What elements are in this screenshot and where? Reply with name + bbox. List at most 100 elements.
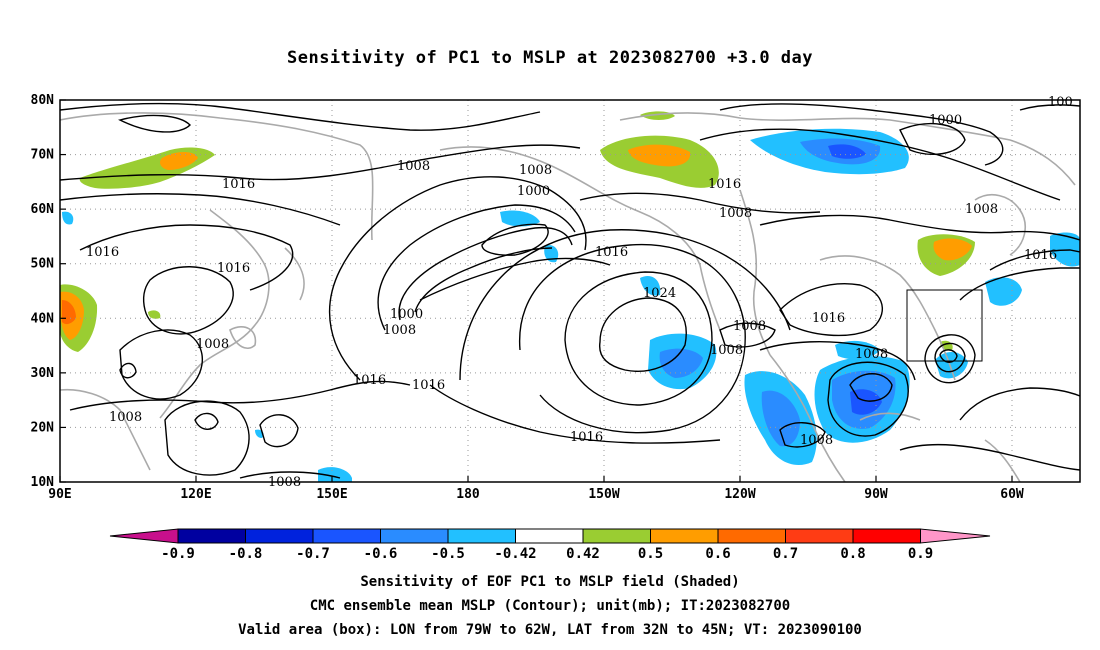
- contour-label: 1000: [390, 307, 423, 322]
- positive-shade: [160, 152, 198, 170]
- contour-line: [579, 192, 821, 214]
- contour-line: [779, 283, 883, 337]
- coastline: [159, 209, 270, 419]
- coastline: [60, 388, 151, 471]
- contour-line: [142, 266, 234, 335]
- contour-label: 1016: [86, 245, 119, 260]
- contour-line: [459, 229, 791, 381]
- negative-shade: [828, 144, 866, 159]
- contour-label: 1008: [719, 206, 752, 221]
- contour-label: 1008: [733, 319, 766, 334]
- contour-line: [779, 422, 826, 448]
- caption-line-2: CMC ensemble mean MSLP (Contour); unit(m…: [309, 598, 791, 614]
- colorbar-label: -0.5: [431, 546, 465, 562]
- lat-tick-label: 60N: [31, 202, 55, 217]
- colorbar-cell: [515, 528, 584, 544]
- colorbar-low-end: [109, 528, 179, 544]
- colorbar-label: 0.6: [705, 546, 730, 562]
- colorbar-cell: [245, 528, 314, 544]
- caption-line-3: Valid area (box): LON from 79W to 62W, L…: [238, 622, 862, 638]
- contour-line: [429, 384, 721, 444]
- lon-tick-label: 60W: [1000, 487, 1024, 502]
- contour-line: [827, 361, 909, 437]
- contour-line: [699, 128, 1061, 201]
- contour-line: [239, 471, 341, 479]
- colorbar-cell: [852, 528, 921, 544]
- contour-label: 1008: [383, 323, 416, 338]
- contour-line: [119, 362, 137, 379]
- negative-shade: [761, 390, 800, 447]
- negative-shade: [318, 467, 352, 482]
- contour-line: [419, 257, 611, 301]
- contour-line: [759, 341, 916, 381]
- lat-tick-label: 50N: [31, 257, 55, 272]
- colorbar-label: -0.6: [364, 546, 398, 562]
- coastline: [619, 112, 1076, 186]
- contour-label: 1008: [397, 159, 430, 174]
- colorbar-label: 0.42: [566, 546, 600, 562]
- contour-line: [377, 204, 576, 331]
- coastline: [984, 439, 1021, 482]
- colorbar-cell: [177, 528, 246, 544]
- contour-line: [719, 103, 1004, 166]
- coastline: [974, 194, 1026, 256]
- contour-line: [564, 271, 713, 406]
- lat-tick-label: 30N: [31, 366, 55, 381]
- colorbar-cell: [380, 528, 449, 544]
- positive-shade: [933, 238, 972, 261]
- contour-line: [899, 443, 1080, 471]
- lat-tick-label: 80N: [31, 93, 55, 108]
- contour-label: 1016: [222, 177, 255, 192]
- colorbar: -0.9 -0.8 -0.7 -0.6 -0.5 -0.42 0.42 0.5 0.6 0.7 0.…: [109, 528, 991, 562]
- contour-label: 1016: [217, 261, 250, 276]
- lon-tick-label: 120E: [180, 487, 211, 502]
- coastline: [769, 354, 846, 482]
- colorbar-cell: [785, 528, 854, 544]
- valid-area-box: [906, 289, 983, 362]
- lon-tick-label: 180: [456, 487, 480, 502]
- contour-label: 1016: [595, 245, 628, 260]
- lat-tick-label: 10N: [31, 475, 55, 490]
- negative-shade: [935, 351, 968, 379]
- negative-shade: [640, 275, 661, 296]
- contour-label: 1016: [708, 177, 741, 192]
- contour-line: [598, 297, 687, 372]
- contour-line: [959, 267, 1080, 301]
- contour-line: [328, 176, 587, 381]
- contour-label: 1008: [109, 410, 142, 425]
- contour-label: 1016: [812, 311, 845, 326]
- positive-shade: [148, 310, 161, 319]
- negative-shade: [659, 348, 703, 378]
- contour-labels: 1008 1008 1000 1016 1008 1016 1016 1008 …: [86, 95, 1073, 490]
- negative-shade: [544, 245, 559, 263]
- map-frame: [59, 99, 1081, 483]
- negative-shade: [985, 277, 1022, 306]
- contour-label: 1016: [1024, 248, 1057, 263]
- contour-line: [164, 400, 250, 476]
- positive-shade: [628, 144, 691, 167]
- contour-line: [79, 224, 294, 291]
- coastlines: [60, 112, 1076, 482]
- colorbar-label: -0.42: [494, 546, 536, 562]
- colorbar-label: 0.9: [908, 546, 933, 562]
- lat-tick-label: 70N: [31, 148, 55, 163]
- contour-label: 1008: [855, 347, 888, 362]
- caption-line-1: Sensitivity of EOF PC1 to MSLP field (Sh…: [360, 574, 740, 590]
- contour-label: 1008: [519, 163, 552, 178]
- lon-tick-label: 150W: [588, 487, 619, 502]
- colorbar-label: 0.8: [840, 546, 865, 562]
- lat-tick-label: 40N: [31, 311, 55, 326]
- contour-label: 1000: [929, 113, 962, 128]
- contour-line: [719, 322, 776, 348]
- coastline: [229, 326, 257, 349]
- contour-label: 100: [1048, 95, 1073, 110]
- lon-tick-label: 120W: [724, 487, 755, 502]
- negative-shade: [850, 389, 882, 415]
- contour-line: [959, 387, 1080, 421]
- lat-tick-label: 20N: [31, 420, 55, 435]
- negative-shade: [835, 340, 880, 360]
- contour-label: 1016: [570, 430, 603, 445]
- coastline: [739, 189, 771, 356]
- contour-label: 1008: [196, 337, 229, 352]
